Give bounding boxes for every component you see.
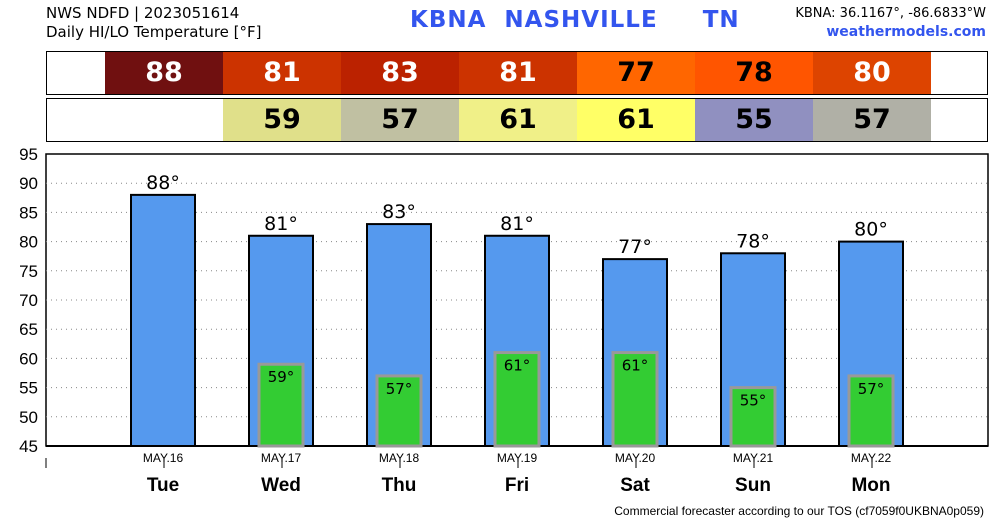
high-temp-cell: 77: [577, 52, 695, 94]
temperature-chart: 95 90 85 80 75 70 65 60 55 50 45 88° MAY.16 Tue 81° 59°…: [19, 145, 989, 496]
footer-note: Commercial forecaster according to our T…: [614, 504, 984, 518]
station-title: KBNA NASHVILLE TN: [410, 7, 740, 33]
high-bar-label: 78°: [736, 230, 770, 252]
high-temp-cell: 80: [813, 52, 931, 94]
high-temp-strip: 88 81 83 81 77 78 80: [46, 51, 988, 95]
day-label: Sat: [620, 475, 650, 496]
high-bar-label: 77°: [618, 236, 652, 258]
date-label: MAY.21: [733, 451, 774, 465]
day-label: Sun: [735, 475, 771, 496]
low-bar-label: 59°: [268, 368, 295, 386]
low-bar-label: 61°: [622, 357, 649, 375]
y-tick-label: 55: [19, 379, 38, 398]
y-tick-label: 80: [19, 233, 38, 252]
low-bar: [847, 374, 895, 448]
y-tick-label: 85: [19, 203, 38, 222]
y-tick-label: 50: [19, 408, 38, 427]
high-bar-label: 80°: [854, 219, 888, 241]
y-tick-label: 70: [19, 291, 38, 310]
day-label: Fri: [505, 475, 529, 496]
header-left: NWS NDFD | 2023051614 Daily HI/LO Temper…: [46, 4, 262, 42]
low-temp-strip: 59 57 61 61 55 57: [46, 98, 988, 142]
y-tick-label: 65: [19, 320, 38, 339]
low-bar: [729, 386, 777, 448]
low-bar-label: 55°: [740, 392, 767, 410]
low-temp-cell: 59: [223, 99, 341, 141]
low-temp-cell: [105, 99, 223, 141]
high-bar-label: 88°: [146, 172, 180, 194]
date-label: MAY.16: [143, 451, 184, 465]
day-label: Wed: [261, 475, 301, 496]
low-bar-label: 57°: [858, 380, 885, 398]
high-bar-label: 81°: [264, 213, 298, 235]
station-coords: KBNA: 36.1167°, -86.6833°W: [795, 6, 986, 21]
low-temp-cell: 55: [695, 99, 813, 141]
low-temp-cell: 61: [577, 99, 695, 141]
low-bar: [493, 351, 541, 448]
site-link[interactable]: weathermodels.com: [826, 24, 986, 40]
low-bar: [375, 374, 423, 448]
y-tick-label: 95: [19, 145, 38, 164]
high-bar: [130, 193, 196, 447]
high-temp-cell: 83: [341, 52, 459, 94]
date-label: MAY.19: [497, 451, 538, 465]
y-tick-label: 90: [19, 174, 38, 193]
high-temp-cell: 81: [223, 52, 341, 94]
low-bar: [257, 362, 305, 448]
high-bar-label: 83°: [382, 201, 416, 223]
variable-line: Daily HI/LO Temperature [°F]: [46, 23, 262, 41]
date-label: MAY.18: [379, 451, 420, 465]
date-label: MAY.20: [615, 451, 656, 465]
low-temp-cell: 61: [459, 99, 577, 141]
date-label: MAY.17: [261, 451, 302, 465]
date-label: MAY.22: [851, 451, 892, 465]
day-label: Mon: [851, 475, 890, 496]
high-bar-label: 81°: [500, 213, 534, 235]
day-label: Thu: [382, 475, 417, 496]
low-temp-cell: 57: [813, 99, 931, 141]
header-right: KBNA: 36.1167°, -86.6833°W weathermodels…: [795, 5, 986, 41]
high-temp-cell: 78: [695, 52, 813, 94]
high-temp-cell: 81: [459, 52, 577, 94]
day-label: Tue: [147, 475, 179, 496]
low-bar: [611, 351, 659, 448]
y-tick-label: 60: [19, 349, 38, 368]
high-temp-cell: 88: [105, 52, 223, 94]
low-temp-cell: 57: [341, 99, 459, 141]
y-tick-label: 45: [19, 437, 38, 456]
product-line: NWS NDFD | 2023051614: [46, 4, 240, 22]
low-bar-label: 57°: [386, 380, 413, 398]
low-bar-label: 61°: [504, 357, 531, 375]
y-tick-label: 75: [19, 262, 38, 281]
